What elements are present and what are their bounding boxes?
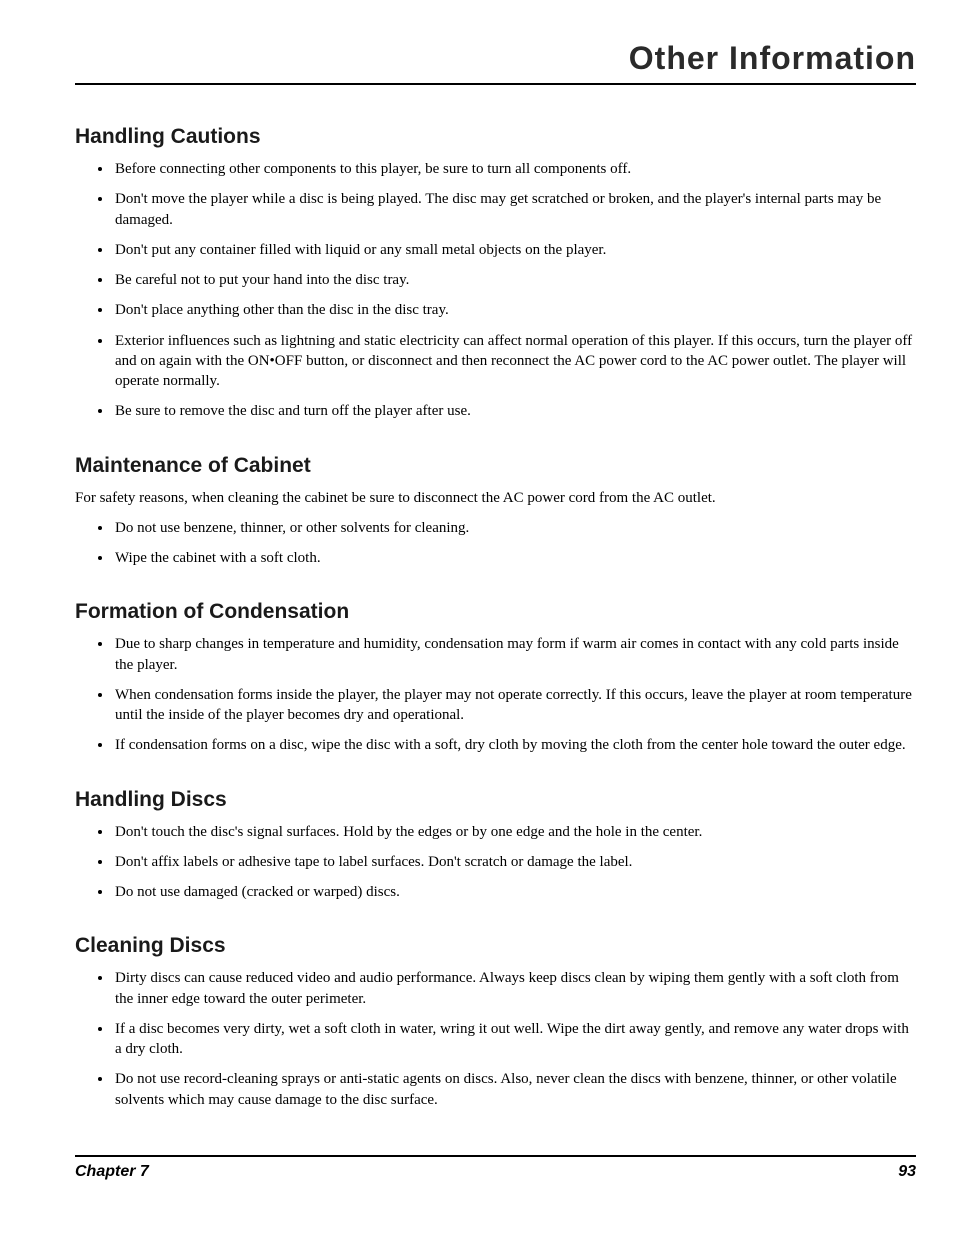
list-item: Be sure to remove the disc and turn off … [113,401,916,421]
list-item: Due to sharp changes in temperature and … [113,634,916,675]
section-handling-cautions: Handling Cautions Before connecting othe… [75,125,916,422]
page-title: Other Information [75,40,916,77]
footer-row: Chapter 7 93 [75,1163,916,1181]
list-item: Don't move the player while a disc is be… [113,189,916,230]
list-item: Do not use damaged (cracked or warped) d… [113,882,916,902]
footer-rule [75,1155,916,1157]
list-item: Wipe the cabinet with a soft cloth. [113,548,916,568]
section-condensation: Formation of Condensation Due to sharp c… [75,600,916,755]
section-cleaning-discs: Cleaning Discs Dirty discs can cause red… [75,934,916,1110]
section-heading: Cleaning Discs [75,934,916,958]
list-item: Before connecting other components to th… [113,159,916,179]
section-handling-discs: Handling Discs Don't touch the disc's si… [75,788,916,903]
section-heading: Handling Discs [75,788,916,812]
list-item: Dirty discs can cause reduced video and … [113,968,916,1009]
list-item: Don't touch the disc's signal surfaces. … [113,822,916,842]
bullet-list: Before connecting other components to th… [75,159,916,422]
list-item: If condensation forms on a disc, wipe th… [113,735,916,755]
section-maintenance-cabinet: Maintenance of Cabinet For safety reason… [75,454,916,569]
list-item: Don't place anything other than the disc… [113,300,916,320]
list-item: If a disc becomes very dirty, wet a soft… [113,1019,916,1060]
section-heading: Handling Cautions [75,125,916,149]
bullet-list: Do not use benzene, thinner, or other so… [75,518,916,569]
page-footer: Chapter 7 93 [75,1155,916,1181]
footer-page-number: 93 [898,1163,916,1181]
footer-chapter: Chapter 7 [75,1163,149,1181]
list-item: Do not use benzene, thinner, or other so… [113,518,916,538]
list-item: Exterior influences such as lightning an… [113,331,916,392]
list-item: When condensation forms inside the playe… [113,685,916,726]
section-heading: Maintenance of Cabinet [75,454,916,478]
list-item: Don't affix labels or adhesive tape to l… [113,852,916,872]
bullet-list: Don't touch the disc's signal surfaces. … [75,822,916,903]
list-item: Don't put any container filled with liqu… [113,240,916,260]
list-item: Do not use record-cleaning sprays or ant… [113,1069,916,1110]
section-intro: For safety reasons, when cleaning the ca… [75,488,916,508]
bullet-list: Due to sharp changes in temperature and … [75,634,916,755]
bullet-list: Dirty discs can cause reduced video and … [75,968,916,1110]
header-rule [75,83,916,85]
section-heading: Formation of Condensation [75,600,916,624]
list-item: Be careful not to put your hand into the… [113,270,916,290]
page: Other Information Handling Cautions Befo… [0,0,954,1239]
